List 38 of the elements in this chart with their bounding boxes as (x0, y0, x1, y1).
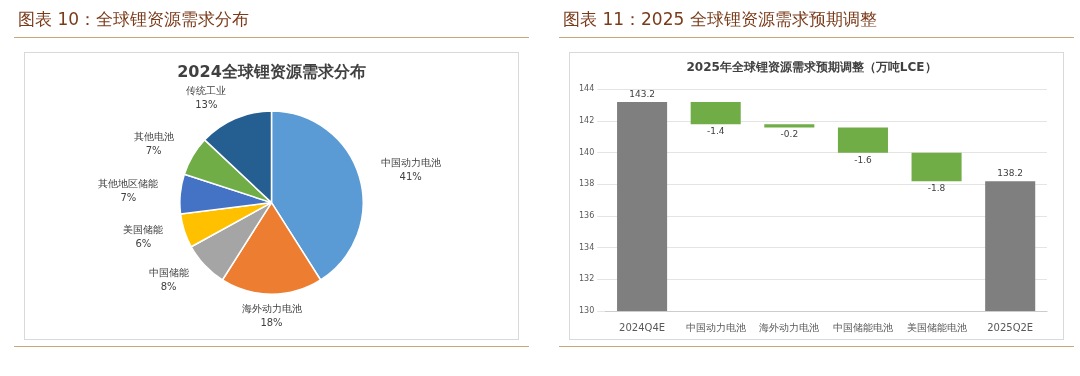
x-tick-label: 2024Q4E (619, 321, 666, 333)
x-tick-label: 2025Q2E (987, 321, 1034, 333)
chart-subtitle: 2024全球锂资源需求分布 (177, 61, 366, 81)
data-label: -0.2 (780, 129, 799, 140)
data-label: 18% (260, 316, 283, 328)
data-label: 7% (120, 192, 137, 204)
data-label: -1.6 (854, 154, 872, 165)
y-tick-label: 140 (578, 147, 595, 157)
data-label: -1.8 (927, 183, 946, 194)
y-tick-label: 142 (578, 116, 595, 126)
x-tick-label: 中国动力电池 (685, 321, 746, 333)
chart-title: 图表 11：2025 全球锂资源需求预期调整 (559, 0, 1074, 38)
data-label: 7% (145, 145, 162, 157)
y-tick-label: 136 (578, 211, 595, 221)
slice-label: 中国动力电池 (380, 157, 441, 169)
slice-label: 其他电池 (133, 131, 174, 143)
y-tick-label: 130 (578, 306, 595, 316)
slice-label: 中国储能 (148, 266, 189, 278)
data-label: -1.4 (706, 126, 725, 137)
y-tick-label: 144 (578, 84, 595, 94)
chart-title: 图表 10：全球锂资源需求分布 (14, 0, 529, 38)
x-tick-label: 海外动力电池 (759, 321, 820, 333)
data-label: 13% (195, 98, 218, 110)
chart-subtitle: 2025年全球锂资源需求预期调整（万吨LCE） (686, 60, 937, 75)
data-label: 143.2 (629, 88, 655, 99)
slice-label: 美国储能 (123, 224, 164, 236)
x-tick-label: 中国储能电池 (832, 321, 893, 333)
slice-label: 传统工业 (186, 84, 227, 96)
data-label: 138.2 (997, 168, 1024, 179)
x-tick-label: 美国储能电池 (906, 321, 967, 333)
data-label: 8% (160, 280, 177, 292)
slice-label: 海外动力电池 (241, 302, 302, 314)
y-tick-label: 132 (578, 274, 595, 284)
y-tick-label: 138 (578, 179, 595, 189)
slice-label: 其他地区储能 (98, 178, 159, 190)
data-label: 41% (399, 171, 422, 183)
y-tick-label: 134 (578, 242, 595, 252)
data-label: 6% (135, 238, 152, 250)
